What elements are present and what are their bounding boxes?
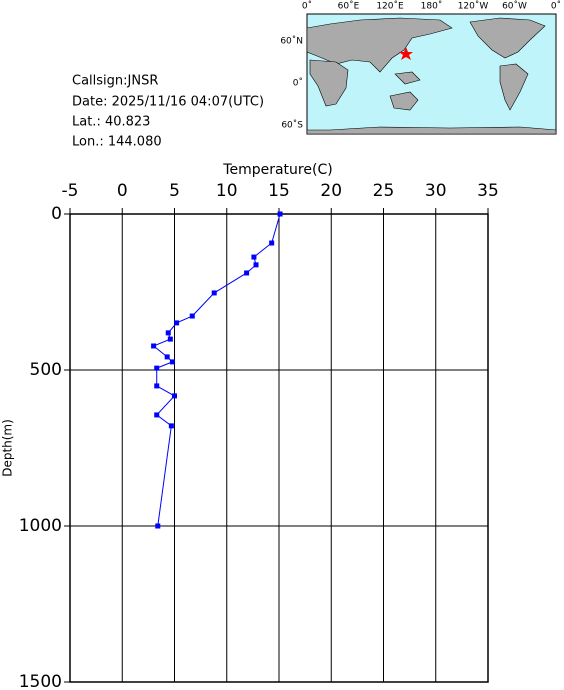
- data-point: [244, 270, 250, 276]
- map-lat-label: 0˚: [293, 78, 303, 89]
- x-tick-label: -5: [62, 181, 79, 201]
- data-point: [269, 240, 275, 246]
- data-point: [174, 320, 180, 326]
- map-lon-label: 60˚E: [338, 1, 360, 12]
- location-star: [399, 47, 413, 60]
- data-point: [189, 313, 195, 319]
- data-point: [154, 365, 160, 371]
- map-lon-label: 120˚W: [458, 1, 489, 12]
- map-lon-label: 0˚: [302, 1, 312, 12]
- x-tick-label: 15: [268, 181, 290, 201]
- y-tick-label: 1500: [19, 672, 62, 690]
- data-point: [277, 211, 283, 217]
- x-axis-label: Temperature(C): [222, 162, 332, 178]
- map-lat-label: 60˚N: [280, 36, 303, 47]
- data-point: [253, 262, 259, 268]
- data-point: [211, 290, 217, 296]
- map-lon-label: 60˚W: [502, 1, 527, 12]
- data-point: [172, 393, 177, 399]
- longitude: Lon.: 144.080: [72, 135, 162, 150]
- x-tick-label: 5: [169, 181, 180, 201]
- world-map: [306, 13, 557, 135]
- y-tick-label: 500: [30, 360, 62, 380]
- data-point: [167, 336, 173, 342]
- y-tick-label: 1000: [19, 516, 62, 536]
- map-lon-label: 0˚: [551, 1, 561, 12]
- data-point: [165, 330, 171, 336]
- map-lat-label: 60˚S: [281, 120, 303, 131]
- y-axis-label: Depth(m): [1, 419, 15, 477]
- map-lon-label: 180˚: [421, 1, 443, 12]
- data-point: [154, 383, 160, 389]
- x-tick-label: 25: [373, 181, 395, 201]
- data-point: [151, 343, 157, 349]
- data-point: [154, 412, 160, 418]
- data-point: [169, 359, 175, 365]
- y-tick-label: 0: [51, 204, 62, 224]
- data-point: [168, 423, 174, 429]
- date: Date: 2025/11/16 04:07(UTC): [72, 95, 264, 110]
- x-tick-label: 20: [320, 181, 342, 201]
- x-tick-label: 35: [477, 181, 499, 201]
- x-tick-label: 30: [425, 181, 447, 201]
- callsign: Callsign:JNSR: [72, 74, 158, 89]
- data-point: [251, 254, 257, 260]
- x-tick-label: 0: [117, 181, 128, 201]
- latitude: Lat.: 40.823: [72, 115, 150, 130]
- map-lon-label: 120˚E: [376, 1, 404, 12]
- data-point: [164, 354, 170, 360]
- x-tick-label: 10: [216, 181, 238, 201]
- data-point: [155, 523, 161, 529]
